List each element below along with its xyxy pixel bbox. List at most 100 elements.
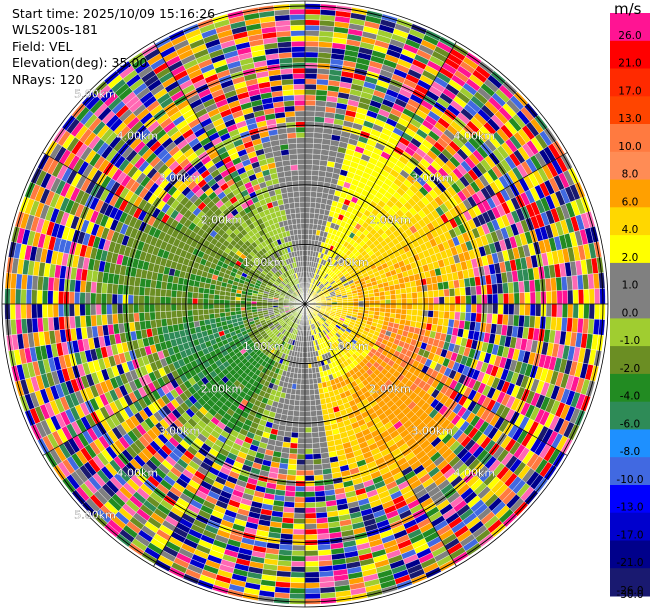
range-gate [293,507,306,514]
range-gate [379,295,386,301]
range-gate [117,303,124,314]
range-gate [284,425,293,433]
range-gate [176,316,184,325]
range-gate [518,280,525,293]
range-gate [433,296,440,305]
range-gate [572,289,579,305]
range-gate [311,169,320,177]
range-gate [304,432,313,439]
range-gate [186,297,193,305]
range-gate [219,312,226,318]
range-gate [411,297,418,305]
range-gate [427,290,434,298]
range-gate [492,293,499,305]
range-gate [300,384,306,390]
range-gate [449,303,456,313]
range-gate [311,175,319,182]
range-gate [390,303,397,309]
range-gate [15,303,22,320]
range-gate [295,383,301,390]
range-gate [369,303,375,308]
range-gate [304,24,320,31]
range-gate [304,105,316,112]
range-gate [309,389,315,396]
range-gate [454,303,461,313]
range-gate [304,427,312,433]
range-gate [290,571,306,578]
range-gate [572,303,579,319]
range-gate [316,517,329,524]
range-gate [507,314,515,327]
range-gate [292,534,306,541]
range-gate [304,67,318,74]
range-gate [316,527,330,535]
range-gate [304,566,320,573]
range-gate [476,303,483,314]
range-gate [312,143,322,150]
range-gate [286,469,297,476]
range-gate [304,8,321,15]
range-gate [224,299,231,305]
range-gate [503,303,509,315]
range-gate [298,416,306,423]
range-gate [310,405,317,412]
range-gate [149,303,156,313]
range-gate [304,373,310,380]
range-gate [313,463,323,471]
range-gate [312,153,321,161]
range-gate [433,303,440,312]
range-gate [432,289,440,298]
range-gate [315,501,327,508]
range-gate [304,443,313,449]
range-gate [342,299,349,303]
range-gate [481,303,488,314]
range-gate [502,314,509,326]
range-gate [203,313,210,321]
range-gate [101,314,108,326]
range-gate [312,458,322,465]
range-gate [315,100,327,107]
range-gate [314,485,325,492]
range-gate [400,308,407,315]
range-gate [296,453,306,460]
range-gate [312,159,321,166]
range-gate [138,312,146,322]
range-gate [508,292,515,305]
range-gate [309,383,315,390]
range-gate [401,303,408,310]
range-gate [551,290,558,305]
range-gate [79,292,86,305]
range-gate [460,303,467,313]
range-gate [154,295,161,305]
range-gate [358,297,365,302]
range-gate [304,121,315,128]
range-gate [304,512,317,519]
range-gate [304,555,319,562]
range-gate [280,527,294,535]
range-gate [379,303,386,309]
range-gate [293,410,300,417]
range-gate [492,303,499,315]
range-gate [176,310,183,318]
range-gate [296,448,306,455]
range-gate [304,126,315,133]
range-gate [316,409,323,417]
range-gate [219,308,226,314]
range-gate [304,148,314,155]
range-gate [300,378,306,385]
range-gate [497,303,504,315]
range-gate [491,313,498,325]
range-gate [310,415,318,422]
range-gate [311,426,319,433]
range-gate [289,587,306,594]
range-gate [311,431,320,439]
range-gate [176,297,182,305]
range-gate [594,288,601,305]
range-gate [304,46,319,53]
range-gate [138,295,145,305]
range-gate [165,296,172,305]
range-gate [304,550,319,557]
range-gate [311,164,320,171]
range-gate [588,288,595,305]
range-gate [245,306,252,311]
